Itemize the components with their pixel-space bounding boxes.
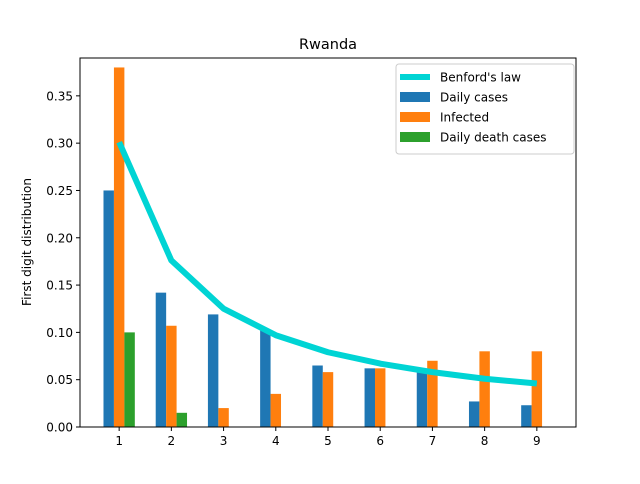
y-tick-label-3: 0.15 bbox=[46, 279, 73, 293]
bar-daily-death-cases-2 bbox=[176, 412, 188, 427]
bar-infected-9 bbox=[531, 351, 543, 427]
legend-swatch-daily-death-cases bbox=[400, 132, 430, 142]
legend: Benford's law Daily cases Infected Daily de… bbox=[395, 63, 575, 155]
legend-label-daily-death-cases: Daily death cases bbox=[440, 131, 547, 145]
legend-label-daily-cases: Daily cases bbox=[440, 91, 508, 105]
x-tick-label-3: 3 bbox=[220, 434, 228, 448]
bar-daily-cases-7 bbox=[416, 370, 428, 427]
bar-infected-2 bbox=[166, 325, 177, 427]
bar-infected-3 bbox=[218, 408, 229, 427]
bar-infected-8 bbox=[479, 351, 490, 427]
bar-infected-6 bbox=[374, 368, 386, 427]
x-tick-label-8: 8 bbox=[481, 434, 489, 448]
legend-box bbox=[395, 63, 575, 155]
y-tick-label-6: 0.30 bbox=[46, 137, 73, 151]
legend-label-benford-s-law: Benford's law bbox=[440, 71, 521, 85]
benfords-law-line bbox=[116, 140, 538, 387]
chart-title: Rwanda bbox=[299, 37, 357, 53]
bar-daily-cases-2 bbox=[155, 292, 167, 427]
bar-daily-cases-3 bbox=[207, 314, 219, 427]
x-tick-label-7: 7 bbox=[429, 434, 437, 448]
bar-infected-5 bbox=[322, 372, 334, 427]
line-layer bbox=[116, 140, 538, 387]
x-tick-label-6: 6 bbox=[376, 434, 384, 448]
y-tick-label-2: 0.10 bbox=[46, 326, 73, 340]
y-tick-label-0: 0.00 bbox=[46, 421, 73, 435]
bar-daily-cases-4 bbox=[260, 330, 271, 427]
legend-label-infected: Infected bbox=[440, 111, 489, 125]
x-tick-label-9: 9 bbox=[533, 434, 541, 448]
y-tick-label-1: 0.05 bbox=[46, 373, 73, 387]
bar-infected-1 bbox=[113, 67, 125, 428]
bar-daily-cases-5 bbox=[312, 365, 323, 427]
y-tick-label-4: 0.20 bbox=[46, 231, 73, 245]
x-tick-label-1: 1 bbox=[115, 434, 123, 448]
x-tick-label-4: 4 bbox=[272, 434, 280, 448]
y-tick-label-7: 0.35 bbox=[46, 89, 73, 103]
legend-swatch-infected bbox=[400, 112, 430, 122]
bar-daily-cases-6 bbox=[364, 368, 375, 427]
bars-layer bbox=[103, 67, 543, 428]
y-axis-label: First digit distribution bbox=[20, 178, 34, 306]
bar-daily-cases-8 bbox=[468, 401, 480, 427]
legend-swatch-daily-cases bbox=[400, 92, 430, 102]
y-tick-label-5: 0.25 bbox=[46, 184, 73, 198]
bar-daily-death-cases-1 bbox=[124, 332, 135, 427]
bar-infected-4 bbox=[270, 393, 282, 427]
x-tick-label-5: 5 bbox=[324, 434, 332, 448]
bar-daily-cases-9 bbox=[521, 405, 532, 427]
x-tick-label-2: 2 bbox=[168, 434, 176, 448]
bar-daily-cases-1 bbox=[103, 190, 114, 427]
axes-layer: 1 2 3 4 5 6 7 8 9 0.00 0.05 0.10 0.15 0.20 0.25 0.30 0.3… bbox=[46, 57, 577, 448]
bar-infected-7 bbox=[427, 360, 438, 427]
